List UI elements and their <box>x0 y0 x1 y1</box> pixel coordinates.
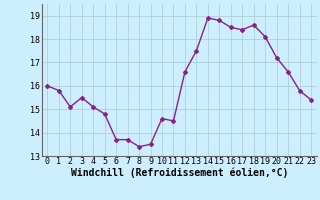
X-axis label: Windchill (Refroidissement éolien,°C): Windchill (Refroidissement éolien,°C) <box>70 168 288 178</box>
